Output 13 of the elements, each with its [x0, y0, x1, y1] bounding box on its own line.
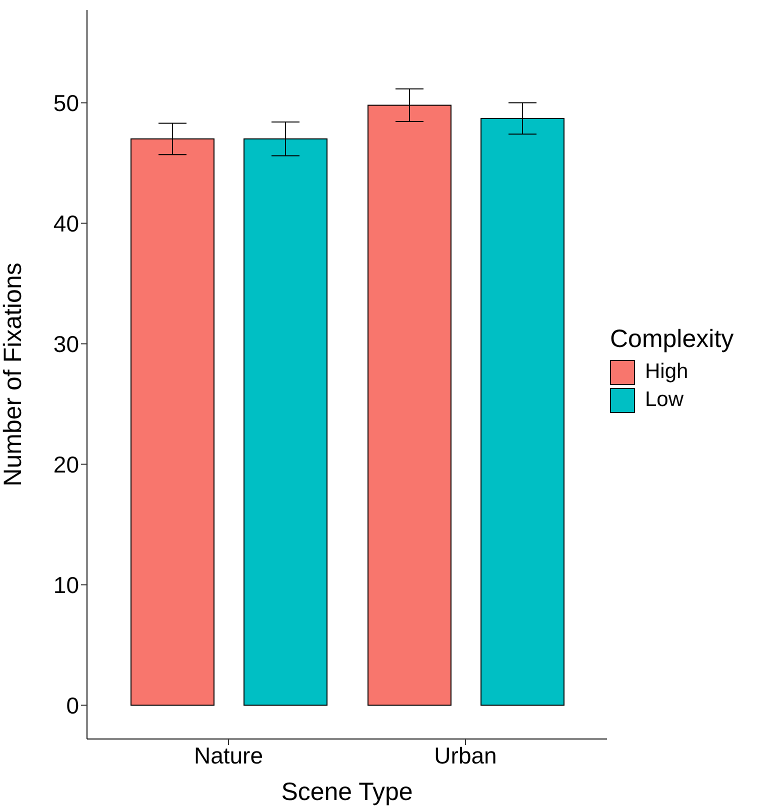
y-tick-label: 10	[53, 572, 79, 598]
x-tick-label: Urban	[434, 742, 497, 768]
legend-label: High	[645, 360, 688, 384]
legend-title: Complexity	[610, 325, 734, 354]
y-tick-label: 0	[66, 692, 79, 718]
y-tick-label: 40	[53, 210, 79, 236]
y-axis-title: Number of Fixations	[0, 262, 27, 486]
x-axis-title: Scene Type	[281, 778, 413, 806]
x-tick-label: Nature	[194, 742, 264, 768]
y-tick-label: 20	[53, 451, 79, 478]
legend-label: Low	[645, 388, 684, 412]
y-tick-label: 30	[53, 330, 79, 357]
y-tick-label: 50	[53, 90, 79, 116]
